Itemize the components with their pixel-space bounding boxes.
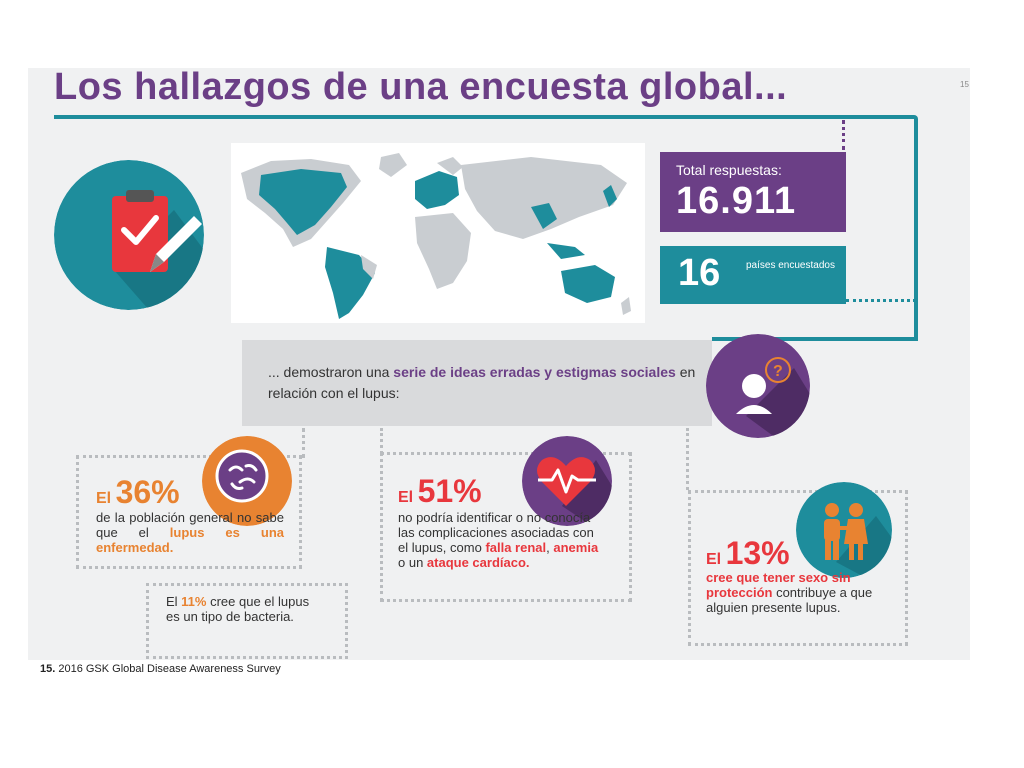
stat-card-11: [146, 583, 348, 659]
banner-part: ... demostraron una: [268, 364, 394, 380]
person-question-icon: ?: [706, 334, 810, 438]
countries-count: 16: [678, 252, 721, 294]
stat-el: El: [166, 594, 182, 609]
stat-36-text: de la población general no sabe que el l…: [96, 510, 284, 555]
countries-surveyed-box: 16 países encuestados: [660, 246, 846, 304]
stat-card-36: [76, 455, 302, 569]
world-map: [231, 143, 645, 323]
stat-text: no podría identificar o no conocía las c…: [398, 510, 594, 555]
stat-percent: 13%: [725, 535, 790, 571]
stat-11-text: El 11% cree que el lupus es un tipo de b…: [166, 594, 316, 624]
stat-highlight: lupus es una enfermedad.: [96, 525, 284, 555]
stat-card-13: [688, 490, 908, 646]
dotted-connector: [686, 428, 689, 490]
dotted-connector: [302, 428, 305, 458]
stat-el: El: [706, 551, 726, 568]
countries-label: países encuestados: [746, 260, 835, 271]
stat-card-51: [380, 452, 632, 602]
stat-13-text: cree que tener sexo sin protección contr…: [706, 570, 886, 615]
right-connector-line: [914, 115, 918, 341]
heart-pulse-icon: [522, 436, 612, 526]
bacteria-icon: [202, 436, 292, 526]
footnote-text: 2016 GSK Global Disease Awareness Survey: [55, 663, 281, 675]
stat-percent: 51%: [417, 473, 482, 509]
stat-13-heading: El 13%: [706, 536, 790, 577]
page-title: Los hallazgos de una encuesta global...: [54, 66, 788, 108]
stat-36-heading: El 36%: [96, 474, 180, 517]
banner-text: ... demostraron una serie de ideas errad…: [268, 362, 698, 404]
title-reference: 15: [960, 80, 969, 89]
banner-highlight: serie de ideas erradas y estigmas social…: [393, 364, 676, 380]
mid-connector-line: [712, 337, 918, 341]
stat-el: El: [398, 489, 418, 506]
dotted-connector: [846, 299, 916, 302]
total-responses-box: Total respuestas: 16.911: [660, 152, 846, 232]
top-connector-line: [54, 115, 914, 119]
stat-51-heading: El 51%: [398, 474, 482, 515]
banner-part: en relación con el lupus:: [268, 364, 696, 401]
stat-el: El: [96, 490, 116, 507]
clipboard-checklist-icon: [54, 160, 204, 310]
footnote-number: 15.: [40, 663, 56, 675]
stat-text: cree que el lupus es un tipo de bacteria…: [166, 594, 310, 624]
total-responses-value: 16.911: [676, 180, 797, 222]
stat-text: o un: [398, 555, 427, 570]
findings-banner: ... demostraron una serie de ideas errad…: [242, 340, 712, 426]
svg-text:?: ?: [773, 363, 783, 380]
stat-highlight: falla renal: [485, 540, 547, 555]
stat-highlight: ataque cardíaco.: [426, 555, 530, 570]
footnote: 15. 2016 GSK Global Disease Awareness Su…: [40, 663, 281, 675]
stat-text: de la población general no sabe que el: [96, 510, 284, 540]
stat-51-text: no podría identificar o no conocía las c…: [398, 510, 604, 570]
stat-text: contribuye a que alguien presente lupus.: [706, 585, 873, 615]
dotted-connector: [842, 120, 845, 150]
couple-icon: [796, 482, 892, 578]
total-responses-label: Total respuestas:: [676, 162, 782, 178]
stat-percent: 36%: [115, 474, 180, 510]
stat-percent: 11%: [181, 594, 207, 609]
dotted-connector: [380, 428, 383, 454]
stat-highlight: anemia: [553, 540, 599, 555]
stat-text: ,: [546, 540, 554, 555]
stat-highlight: cree que tener sexo sin protección: [706, 570, 851, 600]
